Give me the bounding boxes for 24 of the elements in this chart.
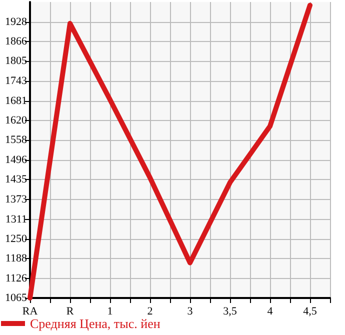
y-tick-label: 1866 bbox=[5, 36, 28, 48]
y-tick-label: 1620 bbox=[5, 114, 28, 126]
y-tick-label: 1373 bbox=[5, 193, 28, 206]
x-tick-label: 2 bbox=[147, 306, 153, 318]
x-tick-label: 4,5 bbox=[303, 306, 318, 318]
x-tick-label: 1 bbox=[107, 306, 113, 318]
x-tick-label: RA bbox=[22, 306, 38, 318]
x-tick-label: 4 bbox=[267, 306, 274, 318]
y-tick-label: 1126 bbox=[5, 272, 28, 284]
y-tick-label: 1558 bbox=[5, 134, 28, 146]
y-tick-label: 1250 bbox=[5, 232, 28, 245]
y-tick-label: 1743 bbox=[5, 75, 28, 88]
y-tick-label: 1435 bbox=[5, 174, 28, 186]
y-tick-label: 1805 bbox=[5, 55, 28, 68]
y-tick-label: 1065 bbox=[5, 292, 28, 304]
y-tick-label: 1311 bbox=[5, 213, 27, 226]
y-tick-label: 1496 bbox=[5, 154, 28, 166]
x-tick-label: 3 bbox=[187, 306, 194, 318]
x-tick-label: 3,5 bbox=[223, 306, 238, 318]
y-tick-label: 1928 bbox=[5, 16, 28, 28]
legend-label: Средняя Цена, тыс. йен bbox=[30, 316, 160, 331]
x-tick-label: R bbox=[66, 306, 74, 318]
y-tick-label: 1188 bbox=[5, 252, 28, 265]
y-tick-label: 1681 bbox=[5, 94, 27, 107]
